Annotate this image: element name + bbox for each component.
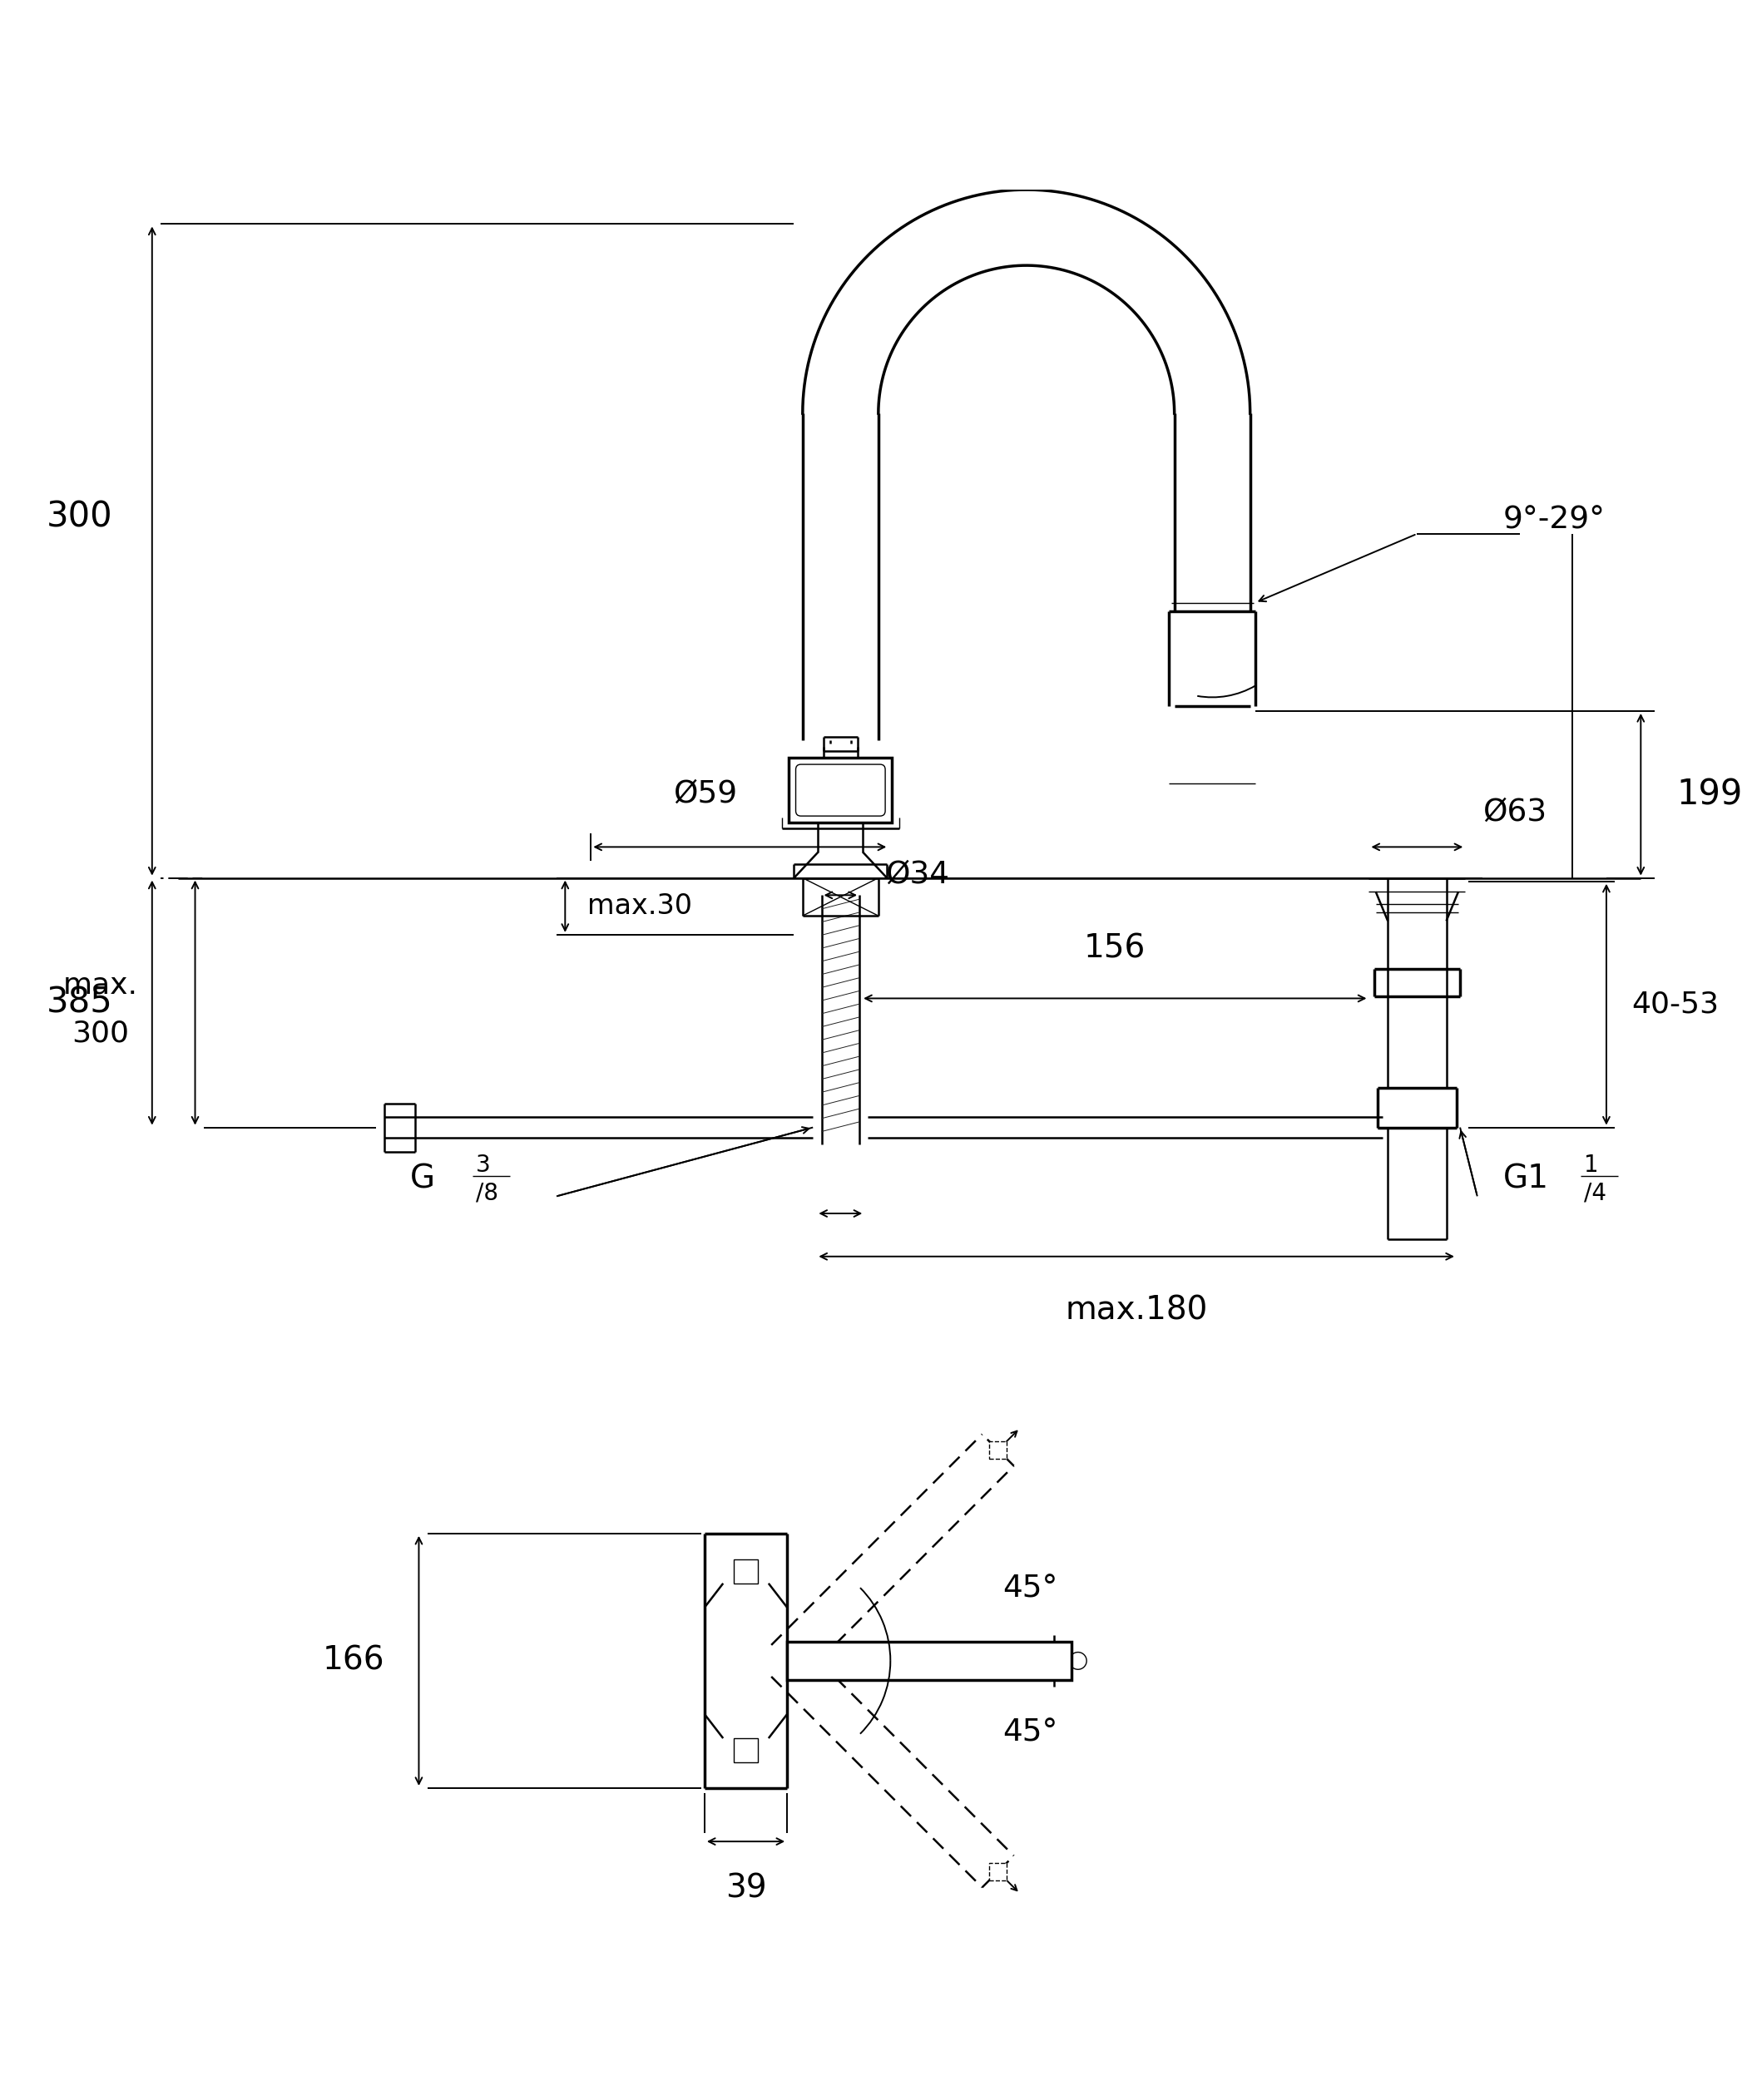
FancyBboxPatch shape [795,764,885,817]
Text: /4: /4 [1584,1180,1607,1205]
Text: Ø34: Ø34 [885,859,950,890]
Bar [734,1739,759,1762]
Text: /8: /8 [475,1180,498,1205]
Text: 39: 39 [725,1873,766,1905]
Text: 45°: 45° [1002,1573,1058,1604]
Text: 166: 166 [322,1644,384,1676]
Bar [990,1863,1007,1880]
Bar [788,758,892,823]
Text: 3: 3 [475,1153,491,1176]
Text: 385: 385 [47,985,112,1021]
Text: 199: 199 [1677,777,1743,813]
Bar [787,1642,1070,1680]
Text: max.30: max.30 [587,892,692,920]
Text: 40-53: 40-53 [1631,991,1719,1018]
Text: max.: max. [63,972,138,1000]
Text: 45°: 45° [1002,1718,1058,1747]
Text: Ø63: Ø63 [1482,798,1547,827]
Text: 9°-29°: 9°-29° [1503,506,1605,536]
Text: Ø59: Ø59 [673,779,738,808]
Text: 156: 156 [1084,932,1146,964]
Text: G1: G1 [1503,1163,1549,1195]
Text: 300: 300 [72,1018,130,1048]
Bar [990,1441,1007,1459]
Bar [734,1560,759,1583]
Text: G: G [410,1163,434,1195]
Text: 1: 1 [1584,1153,1598,1176]
Text: max.180: max.180 [1065,1294,1207,1325]
Text: 300: 300 [47,500,112,533]
